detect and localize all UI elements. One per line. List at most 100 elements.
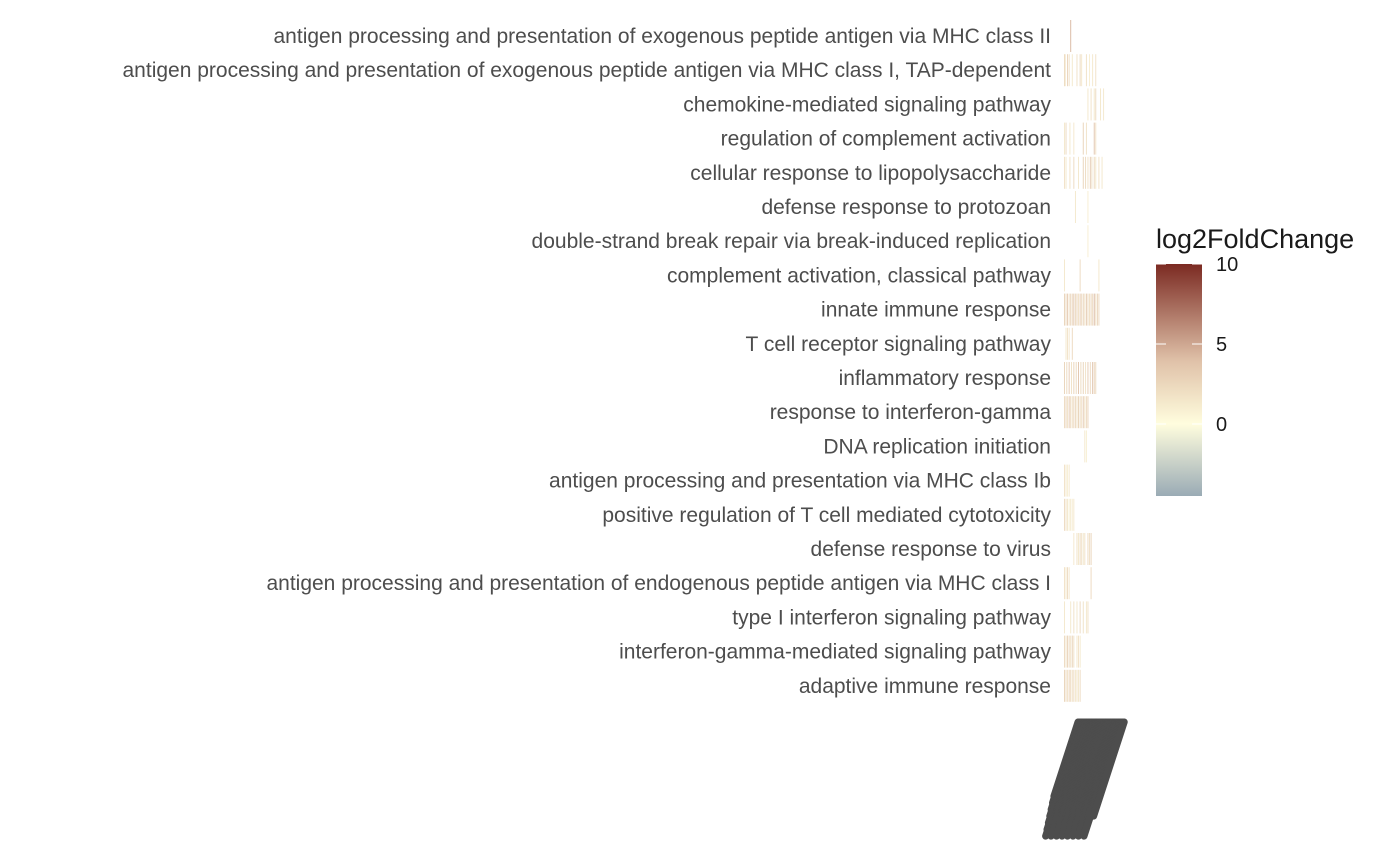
heatmap-cell (1065, 122, 1067, 155)
heatmap-cell (1064, 54, 1066, 87)
heatmap-cell (1085, 362, 1087, 394)
legend-ticks: 10 5 0 (1156, 254, 1238, 436)
heatmap-cell (1084, 396, 1086, 429)
heatmap-cell (1070, 293, 1072, 326)
color-legend: log2FoldChange 10 5 0 (1156, 224, 1354, 496)
heatmap-cell (1079, 669, 1081, 702)
heatmap-cell (1079, 396, 1081, 429)
heatmap-cell (1084, 430, 1086, 463)
heatmap-cell (1071, 327, 1073, 360)
heatmap-cell (1092, 54, 1094, 87)
heatmap-cell (1101, 156, 1103, 189)
row-label: inflammatory response (839, 367, 1051, 390)
heatmap-cell (1073, 156, 1075, 189)
heatmap-cell (1082, 293, 1084, 326)
heatmap-cell (1067, 498, 1069, 531)
heatmap-cell (1082, 156, 1084, 189)
heatmap-cell (1070, 20, 1072, 52)
heatmap-cell (1064, 362, 1065, 394)
heatmap-cell (1064, 156, 1065, 189)
heatmap-cell (1090, 567, 1092, 600)
heatmap-cell (1095, 362, 1097, 394)
heatmap-cell (1065, 635, 1067, 668)
heatmap-cell (1084, 533, 1086, 565)
heatmap-cell (1085, 396, 1087, 429)
heatmap-cell (1068, 327, 1070, 360)
heatmap-cell (1068, 293, 1070, 326)
heatmap-cell (1070, 601, 1072, 634)
heatmap-cell (1076, 533, 1078, 565)
heatmap-cell (1079, 533, 1081, 565)
heatmap-cell (1087, 533, 1089, 565)
heatmap-cell (1090, 293, 1092, 326)
heatmap-cell (1076, 635, 1078, 668)
heatmap-cell (1090, 88, 1092, 121)
row-label: type I interferon signaling pathway (732, 606, 1051, 629)
heatmap-cell (1076, 669, 1078, 702)
heatmap-cell (1064, 293, 1065, 326)
heatmap-cell (1070, 396, 1072, 429)
row-label: antigen processing and presentation of e… (274, 25, 1052, 48)
heatmap-cell (1087, 225, 1089, 258)
heatmap-cell (1068, 567, 1070, 600)
heatmap-cell (1073, 362, 1075, 394)
heatmap-cell (1080, 362, 1082, 394)
heatmap-cell (1093, 362, 1095, 394)
heatmap-cell (1078, 293, 1079, 326)
heatmap-cell (1067, 396, 1069, 429)
heatmap-cell (1064, 669, 1065, 702)
heatmap-cell (1071, 669, 1073, 702)
row-label: defense response to protozoan (761, 196, 1051, 219)
row-label: defense response to virus (811, 538, 1051, 561)
heatmap-cell (1065, 396, 1067, 429)
heatmap-cell (1078, 156, 1079, 189)
heatmap-cells (1064, 20, 1105, 702)
x-tick-labels (1042, 718, 1128, 840)
heatmap-cell (1078, 396, 1079, 429)
heatmap-cell (1073, 498, 1075, 531)
heatmap-cell (1093, 122, 1095, 155)
heatmap-cell (1065, 498, 1067, 531)
heatmap-cell (1089, 362, 1091, 394)
heatmap-cell (1074, 293, 1076, 326)
heatmap-cell (1070, 669, 1072, 702)
heatmap-cell (1079, 54, 1081, 87)
heatmap-cell (1073, 601, 1075, 634)
heatmap-cell (1087, 396, 1089, 429)
heatmap-cell (1095, 54, 1097, 87)
heatmap-cell (1064, 464, 1065, 497)
heatmap-cell (1068, 635, 1070, 668)
heatmap-cell (1082, 122, 1084, 155)
heatmap-cell (1070, 498, 1072, 531)
heatmap-cell (1069, 122, 1071, 155)
heatmap-cell (1073, 635, 1075, 668)
heatmap-cell (1064, 567, 1065, 600)
heatmap-cell (1065, 327, 1067, 360)
heatmap-cell (1089, 533, 1090, 565)
heatmap-cell (1090, 533, 1092, 565)
row-label: complement activation, classical pathway (667, 264, 1052, 287)
heatmap-cell (1093, 88, 1095, 121)
heatmap-cell (1068, 362, 1070, 394)
legend-tick-label: 5 (1216, 334, 1227, 356)
row-label: double-strand break repair via break-ind… (532, 230, 1051, 253)
heatmap-cell (1081, 54, 1083, 87)
heatmap-cell (1087, 362, 1089, 394)
heatmap-cell (1073, 122, 1075, 155)
heatmap-cell (1087, 293, 1089, 326)
heatmap-cell (1089, 54, 1090, 87)
heatmap-cell (1095, 156, 1097, 189)
heatmap-cell (1078, 533, 1079, 565)
heatmap-cell (1074, 191, 1076, 223)
heatmap-cell (1081, 293, 1083, 326)
x-tick-label-mark (1090, 718, 1128, 820)
heatmap-cell (1071, 498, 1073, 531)
heatmap-cell (1064, 54, 1065, 87)
heatmap-cell (1085, 293, 1087, 326)
heatmap-cell (1087, 601, 1089, 634)
heatmap-cell (1082, 362, 1084, 394)
heatmap-cell (1071, 396, 1073, 429)
heatmap-cell (1091, 156, 1093, 189)
heatmap-cell (1076, 54, 1078, 87)
